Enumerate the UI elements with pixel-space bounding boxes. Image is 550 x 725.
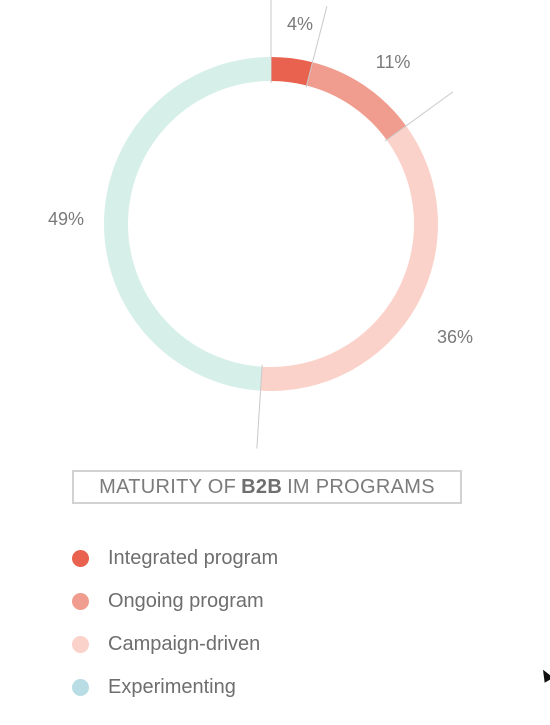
chart-title-suffix: IM PROGRAMS — [287, 475, 435, 498]
legend-item-integrated: Integrated program — [72, 537, 278, 580]
donut-slice-campaign — [260, 125, 438, 392]
legend-swatch-ongoing — [72, 593, 89, 610]
chart-title-emphasis: B2B — [241, 475, 283, 498]
legend-swatch-experimenting — [72, 679, 89, 696]
data-label-experimenting: 49% — [48, 209, 84, 229]
donut-slice-integrated — [271, 57, 313, 86]
leader-line-ongoing — [305, 5, 328, 88]
legend-item-campaign: Campaign-driven — [72, 623, 278, 666]
data-label-ongoing: 11% — [376, 52, 411, 72]
donut-chart: 4% 11% 36% 49% — [48, 0, 473, 449]
legend-swatch-integrated — [72, 550, 89, 567]
legend-label-campaign: Campaign-driven — [108, 633, 261, 655]
legend-label-experimenting: Experimenting — [108, 676, 236, 698]
legend-swatch-campaign — [72, 636, 89, 653]
data-label-campaign: 36% — [437, 327, 473, 347]
donut-slice-ongoing — [306, 62, 407, 140]
donut-slice-experimenting — [103, 57, 271, 391]
legend-label-integrated: Integrated program — [108, 547, 279, 569]
legend-item-ongoing: Ongoing program — [72, 580, 278, 623]
legend-item-experimenting: Experimenting — [72, 666, 278, 709]
legend-label-ongoing: Ongoing program — [108, 590, 264, 612]
data-label-integrated: 4% — [287, 14, 313, 34]
chart-title-prefix: MATURITY OF — [99, 475, 237, 498]
mouse-cursor-icon — [538, 667, 550, 683]
leader-line-campaign — [384, 91, 454, 142]
leader-line-experimenting — [256, 364, 263, 449]
chart-legend: Integrated program Ongoing program Campa… — [72, 537, 278, 709]
chart-title: MATURITY OF B2B IM PROGRAMS — [72, 470, 462, 504]
